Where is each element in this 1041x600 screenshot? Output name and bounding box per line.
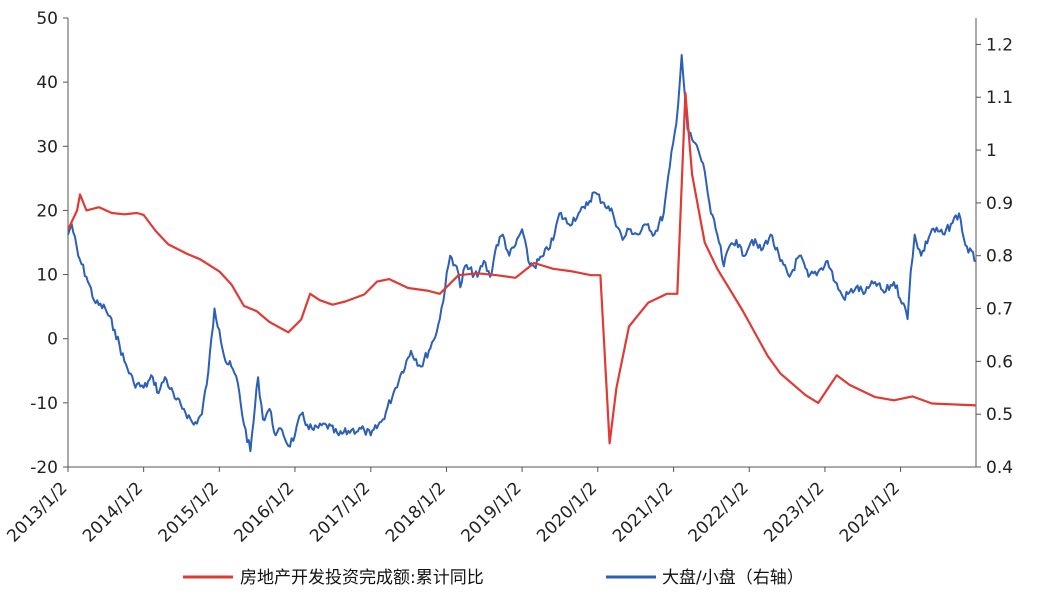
- y-left-tick-label: 10: [36, 266, 58, 286]
- series-line-real-estate-investment: [67, 91, 977, 445]
- x-tick-label: 2016/1/2: [230, 478, 298, 546]
- y-left-tick-label: 20: [36, 201, 58, 221]
- x-tick-label: 2024/1/2: [836, 478, 904, 546]
- y-right-tick-label: 0.6: [986, 352, 1013, 372]
- x-tick-label: 2015/1/2: [155, 478, 223, 546]
- x-tick-label: 2017/1/2: [306, 478, 374, 546]
- y-right-tick-label: 0.9: [986, 194, 1013, 214]
- x-tick-label: 2019/1/2: [458, 478, 526, 546]
- y-right-tick-label: 1.1: [986, 88, 1013, 108]
- legend: 房地产开发投资完成额:累计同比 大盘/小盘（右轴）: [183, 568, 804, 588]
- x-tick-label: 2023/1/2: [760, 478, 828, 546]
- y-right-tick-label: 0.7: [986, 300, 1013, 320]
- y-right-tick-label: 1: [986, 141, 997, 161]
- y-left-tick-label: -10: [30, 394, 58, 414]
- y-left-tick-label: 30: [36, 137, 58, 157]
- series-line-big-small-ratio: [67, 54, 977, 453]
- x-tick-label: 2021/1/2: [609, 478, 677, 546]
- y-right-tick-label: 0.8: [986, 247, 1013, 267]
- y-right-tick-label: 0.5: [986, 405, 1013, 425]
- legend-label-big-small: 大盘/小盘（右轴）: [662, 568, 804, 588]
- y-left-tick-label: 40: [36, 73, 58, 93]
- x-tick-label: 2020/1/2: [533, 478, 601, 546]
- y-left-tick-label: 50: [36, 9, 58, 29]
- plot-area: [67, 54, 977, 453]
- x-tick-label: 2018/1/2: [382, 478, 450, 546]
- y-left-tick-label: -20: [30, 458, 58, 478]
- x-tick-label: 2014/1/2: [79, 478, 147, 546]
- legend-label-real-estate: 房地产开发投资完成额:累计同比: [240, 568, 484, 588]
- x-tick-label: 2022/1/2: [685, 478, 753, 546]
- y-left-tick-label: 0: [47, 330, 58, 350]
- x-tick-label: 2013/1/2: [3, 478, 71, 546]
- y-right-tick-label: 1.2: [986, 35, 1013, 55]
- y-right-tick-label: 0.4: [986, 458, 1013, 478]
